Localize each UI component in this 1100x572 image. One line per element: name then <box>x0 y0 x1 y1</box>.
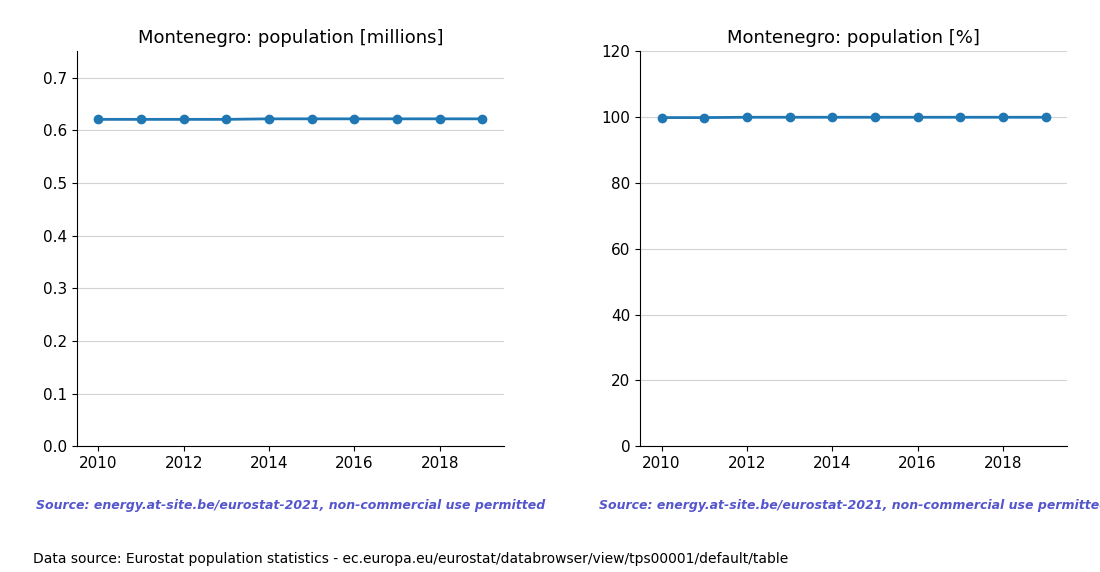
Title: Montenegro: population [%]: Montenegro: population [%] <box>727 29 980 47</box>
Text: Source: energy.at-site.be/eurostat-2021, non-commercial use permitted: Source: energy.at-site.be/eurostat-2021,… <box>35 499 544 512</box>
Text: Source: energy.at-site.be/eurostat-2021, non-commercial use permitted: Source: energy.at-site.be/eurostat-2021,… <box>600 499 1100 512</box>
Title: Montenegro: population [millions]: Montenegro: population [millions] <box>138 29 443 47</box>
Text: Data source: Eurostat population statistics - ec.europa.eu/eurostat/databrowser/: Data source: Eurostat population statist… <box>33 553 789 566</box>
